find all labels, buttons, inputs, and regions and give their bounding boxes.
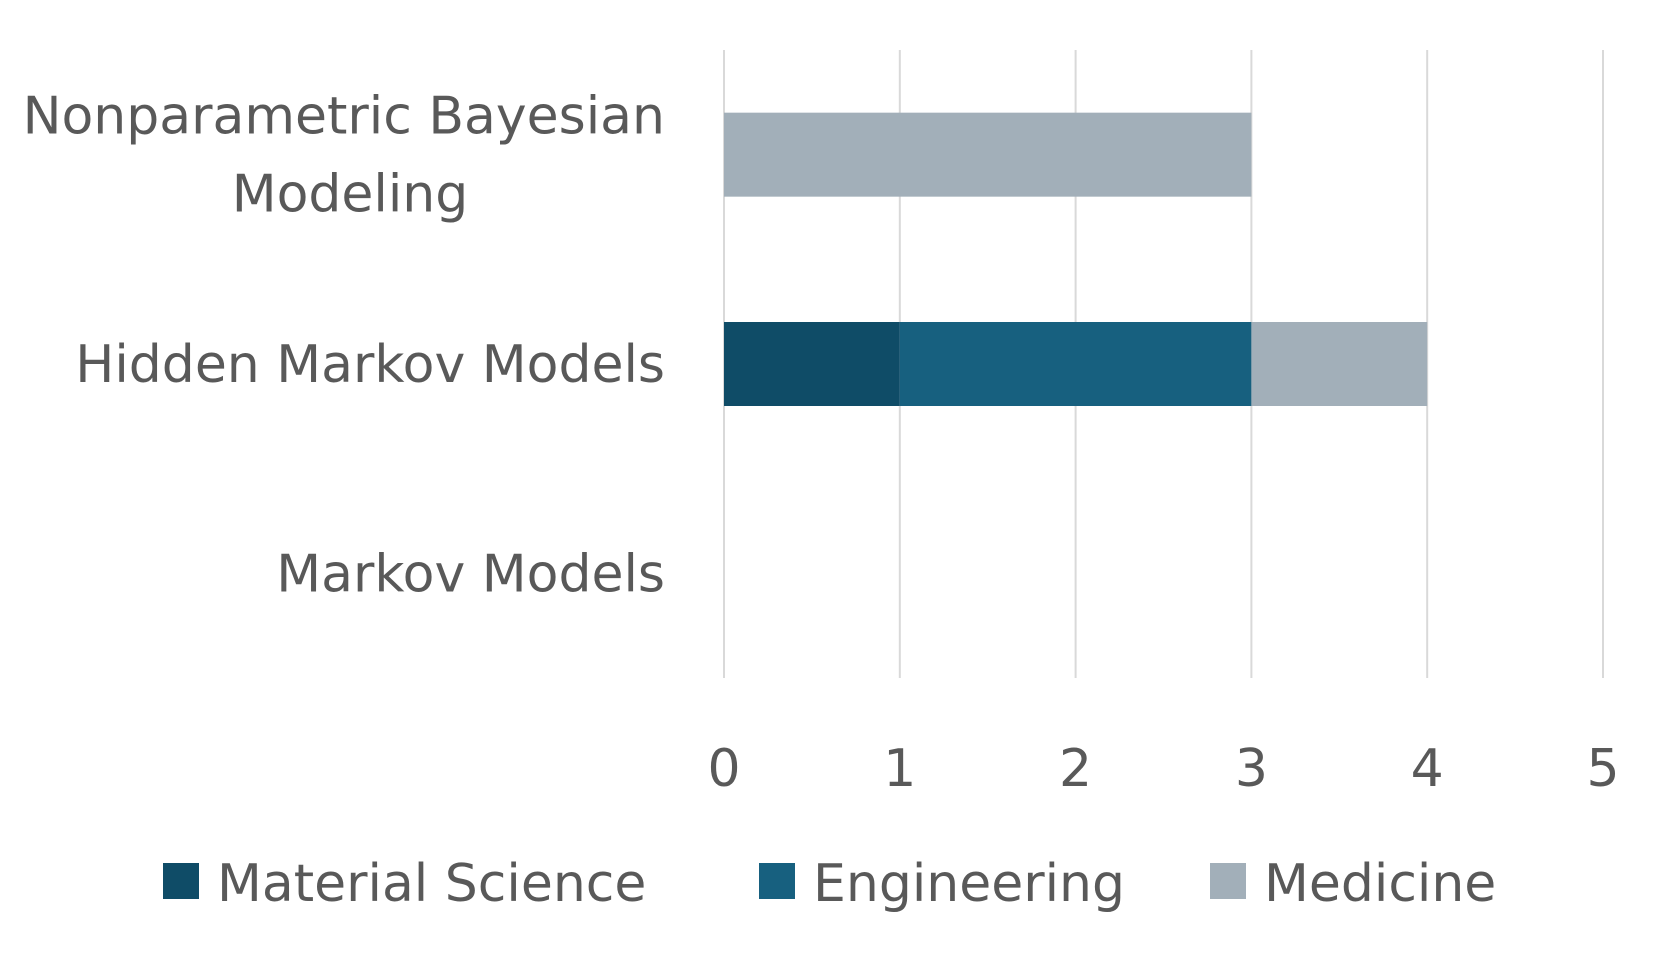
legend-swatch (1210, 863, 1246, 899)
bars (724, 112, 1428, 406)
legend-swatch (163, 863, 199, 899)
legend-label: Engineering (813, 854, 1125, 914)
x-tick-label: 2 (1059, 739, 1092, 799)
legend-item: Material Science (163, 854, 646, 914)
bar-segment (899, 322, 1252, 406)
category-label-line: Modeling (232, 165, 469, 225)
x-tick-label: 5 (1586, 739, 1619, 799)
category-label-line: Markov Models (276, 544, 665, 604)
legend-swatch (759, 863, 795, 899)
x-tick-label: 3 (1235, 739, 1268, 799)
bar-segment (724, 112, 1252, 197)
category-label-line: Nonparametric Bayesian (23, 87, 665, 147)
legend-item: Medicine (1210, 854, 1496, 914)
x-tick-label: 0 (707, 739, 740, 799)
x-tick-label: 1 (883, 739, 916, 799)
x-tick-label: 4 (1411, 739, 1444, 799)
category-label-line: Hidden Markov Models (75, 335, 665, 395)
legend-label: Material Science (217, 854, 646, 914)
legend-label: Medicine (1264, 854, 1496, 914)
bar-segment (724, 322, 900, 406)
category-label: Nonparametric Bayesian Modeling (23, 87, 665, 225)
category-labels: Nonparametric Bayesian Modeling Hidden Mar… (23, 87, 665, 605)
category-label: Hidden Markov Models (75, 335, 665, 395)
x-axis-tick-labels: 0 1 2 3 4 5 (707, 739, 1619, 799)
bar-segment (1251, 322, 1428, 406)
category-label: Markov Models (276, 544, 665, 604)
legend: Material Science Engineering Medicine (163, 854, 1496, 914)
legend-item: Engineering (759, 854, 1125, 914)
